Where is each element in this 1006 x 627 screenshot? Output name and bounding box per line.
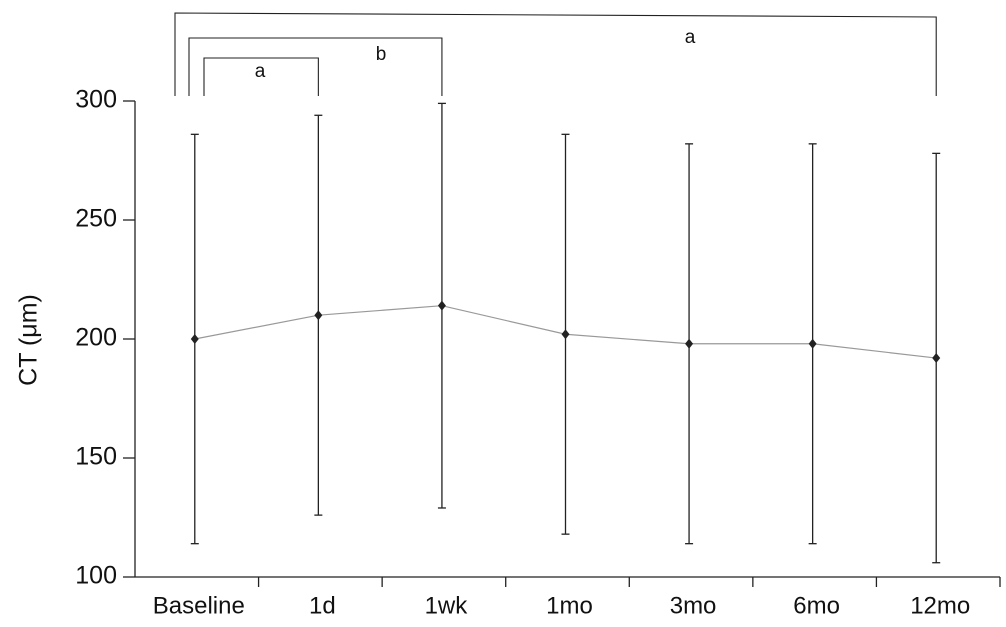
y-tick-label: 300 — [75, 86, 117, 114]
significance-label: a — [685, 27, 696, 48]
marker — [314, 310, 323, 321]
x-tick-label: 1wk — [425, 592, 469, 619]
significance-bracket — [174, 12, 937, 96]
significance-bracket — [188, 37, 443, 96]
y-tick-label: 250 — [75, 205, 117, 233]
x-tick-label: 3mo — [670, 592, 717, 619]
x-tick-label: 12mo — [910, 592, 970, 619]
x-tick-label: 1mo — [546, 592, 593, 619]
marker — [808, 338, 817, 349]
marker — [190, 334, 199, 344]
significance-label: a — [255, 61, 266, 82]
marker — [932, 353, 941, 364]
y-tick-label: 100 — [75, 562, 117, 590]
y-axis-label: CT (μm) — [15, 294, 43, 386]
x-tick-label: 6mo — [793, 592, 840, 619]
marker — [561, 329, 570, 340]
x-tick-label: 1d — [309, 592, 336, 619]
y-tick-label: 150 — [75, 443, 117, 471]
significance-bracket — [203, 57, 319, 96]
marker — [437, 300, 446, 311]
significance-label: b — [376, 44, 387, 65]
y-tick-label: 200 — [75, 324, 117, 352]
x-tick-label: Baseline — [153, 592, 245, 619]
marker — [685, 338, 694, 349]
